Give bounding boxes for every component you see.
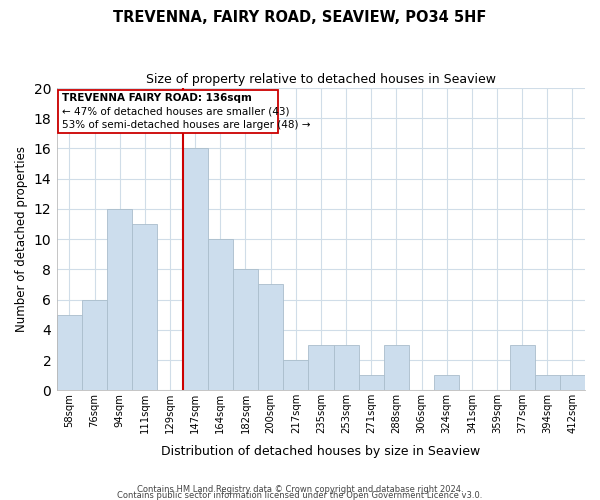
Text: Contains public sector information licensed under the Open Government Licence v3: Contains public sector information licen… bbox=[118, 490, 482, 500]
Text: Contains HM Land Registry data © Crown copyright and database right 2024.: Contains HM Land Registry data © Crown c… bbox=[137, 484, 463, 494]
Bar bbox=[509, 345, 535, 390]
Bar bbox=[384, 345, 409, 390]
Bar bbox=[434, 375, 459, 390]
Text: TREVENNA, FAIRY ROAD, SEAVIEW, PO34 5HF: TREVENNA, FAIRY ROAD, SEAVIEW, PO34 5HF bbox=[113, 10, 487, 25]
Bar bbox=[535, 375, 560, 390]
Bar bbox=[133, 224, 157, 390]
Bar bbox=[560, 375, 585, 390]
Bar bbox=[283, 360, 308, 390]
Bar bbox=[182, 148, 208, 390]
Bar bbox=[208, 239, 233, 390]
Bar bbox=[82, 300, 107, 390]
Text: TREVENNA FAIRY ROAD: 136sqm: TREVENNA FAIRY ROAD: 136sqm bbox=[62, 92, 252, 102]
Bar bbox=[258, 284, 283, 390]
FancyBboxPatch shape bbox=[58, 90, 278, 134]
Bar bbox=[359, 375, 384, 390]
Text: ← 47% of detached houses are smaller (43): ← 47% of detached houses are smaller (43… bbox=[62, 106, 289, 116]
Y-axis label: Number of detached properties: Number of detached properties bbox=[15, 146, 28, 332]
Bar bbox=[57, 314, 82, 390]
Bar bbox=[107, 209, 133, 390]
X-axis label: Distribution of detached houses by size in Seaview: Distribution of detached houses by size … bbox=[161, 444, 481, 458]
Text: 53% of semi-detached houses are larger (48) →: 53% of semi-detached houses are larger (… bbox=[62, 120, 310, 130]
Bar bbox=[308, 345, 334, 390]
Bar bbox=[334, 345, 359, 390]
Title: Size of property relative to detached houses in Seaview: Size of property relative to detached ho… bbox=[146, 72, 496, 86]
Bar bbox=[233, 270, 258, 390]
